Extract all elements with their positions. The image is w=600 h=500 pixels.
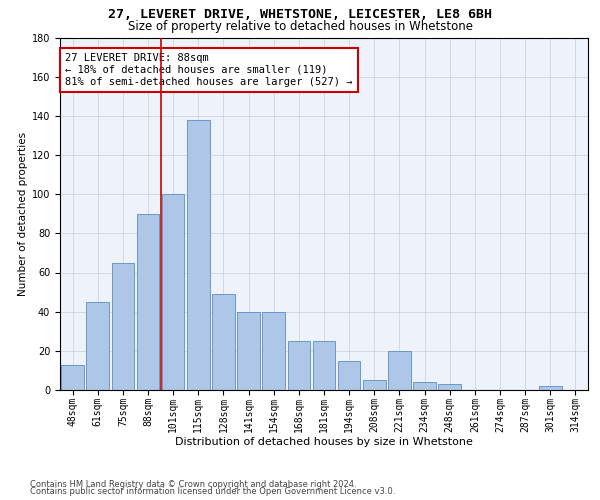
Bar (137, 214, 160, 390)
Bar (287, 341, 310, 390)
Bar (112, 262, 134, 390)
Bar (187, 120, 209, 390)
Y-axis label: Number of detached properties: Number of detached properties (17, 132, 28, 296)
Text: 27 LEVERET DRIVE: 88sqm
← 18% of detached houses are smaller (119)
81% of semi-d: 27 LEVERET DRIVE: 88sqm ← 18% of detache… (65, 54, 353, 86)
Bar (439, 384, 461, 390)
Text: Size of property relative to detached houses in Whetstone: Size of property relative to detached ho… (128, 20, 473, 33)
Bar (212, 294, 235, 390)
Text: 27, LEVERET DRIVE, WHETSTONE, LEICESTER, LE8 6BH: 27, LEVERET DRIVE, WHETSTONE, LEICESTER,… (108, 8, 492, 20)
Bar (338, 360, 361, 390)
Bar (413, 382, 436, 390)
Bar (388, 351, 411, 390)
Bar (237, 312, 260, 390)
Bar (539, 386, 562, 390)
Bar (86, 302, 109, 390)
Bar (363, 380, 386, 390)
Bar (313, 341, 335, 390)
Bar (61, 364, 84, 390)
Text: Contains public sector information licensed under the Open Government Licence v3: Contains public sector information licen… (30, 487, 395, 496)
Text: Contains HM Land Registry data © Crown copyright and database right 2024.: Contains HM Land Registry data © Crown c… (30, 480, 356, 489)
Bar (162, 194, 184, 390)
X-axis label: Distribution of detached houses by size in Whetstone: Distribution of detached houses by size … (175, 437, 473, 447)
Bar (262, 312, 285, 390)
